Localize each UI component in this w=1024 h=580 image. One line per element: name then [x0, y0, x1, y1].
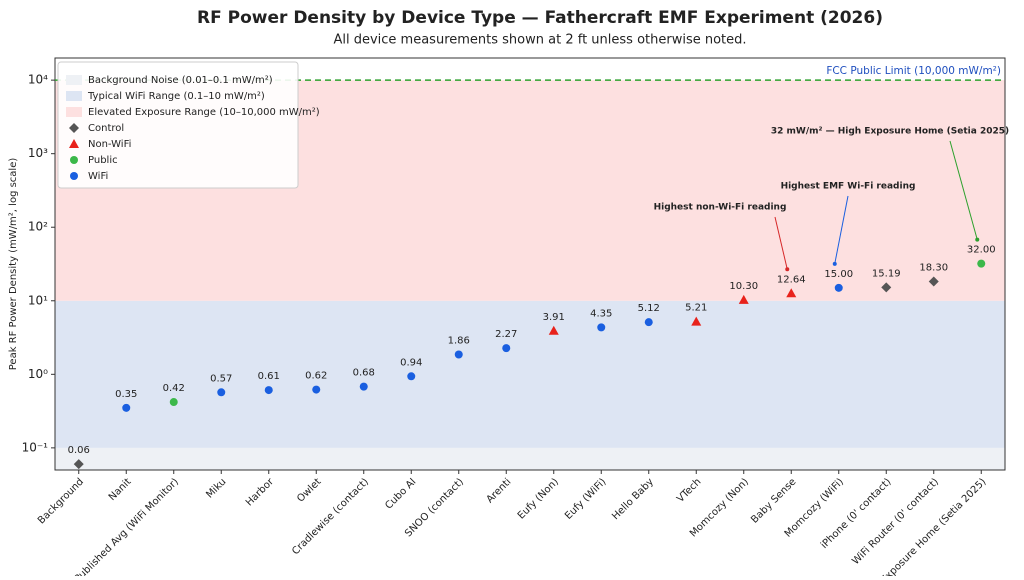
annotation-text: Highest EMF Wi-Fi reading [781, 182, 916, 192]
arrow-head [832, 261, 837, 266]
annotation-text: 32 mW/m² — High Exposure Home (Setia 202… [771, 127, 1009, 137]
annotation-text: Highest non-Wi-Fi reading [654, 203, 787, 213]
value-label: 0.57 [210, 373, 232, 384]
value-label: 10.30 [729, 281, 758, 292]
annotation-arrow [834, 195, 849, 264]
y-tick-label: 10¹ [28, 293, 48, 307]
value-label: 0.68 [353, 368, 375, 379]
value-label: 5.21 [685, 303, 707, 314]
y-tick-label: 10³ [28, 146, 48, 160]
value-label: 15.19 [872, 268, 901, 279]
x-tick-label: Background [36, 476, 86, 526]
chart-subtitle: All device measurements shown at 2 ft un… [333, 33, 746, 48]
x-tick-label: Harbor [244, 476, 277, 509]
circle-marker [407, 372, 416, 381]
value-label: 15.00 [824, 269, 853, 280]
x-tick-label: WiFi Router (0' contact) [850, 476, 941, 567]
value-label: 0.06 [68, 445, 90, 456]
triangle-marker [786, 288, 797, 298]
legend-label: Background Noise (0.01–0.1 mW/m²) [88, 75, 273, 86]
y-tick-label: 10⁴ [28, 73, 48, 87]
plot-frame [54, 57, 1006, 471]
legend-label: Public [88, 155, 118, 166]
arrow-head [785, 267, 790, 272]
circle-marker [359, 382, 368, 391]
value-label: 4.35 [590, 308, 612, 319]
value-label: 3.91 [543, 312, 565, 323]
diamond-marker [73, 459, 84, 470]
legend: Background Noise (0.01–0.1 mW/m²) Typical… [57, 61, 320, 189]
diamond-marker [881, 282, 892, 293]
circle-marker [217, 388, 226, 397]
x-tick-label: Miku [204, 476, 228, 500]
circle-marker [502, 344, 511, 353]
circle-marker [312, 385, 321, 394]
circle-marker [169, 398, 178, 407]
value-label: 0.42 [163, 383, 185, 394]
diamond-marker [928, 276, 939, 287]
value-label: 1.86 [448, 335, 470, 346]
annotation-arrow [949, 140, 978, 240]
x-tick-label: Eufy (Non) [516, 476, 561, 521]
circle-marker [122, 403, 131, 412]
legend-label: WiFi [88, 171, 108, 182]
value-label: 5.12 [638, 303, 660, 314]
reference-label: FCC Public Limit (10,000 mW/m²) [826, 65, 1001, 77]
diamond-marker [69, 123, 79, 133]
x-tick-label: Nanit [107, 476, 134, 503]
y-tick-label: 10⁻¹ [22, 440, 49, 454]
value-label: 12.64 [777, 274, 806, 285]
legend-swatch [66, 75, 82, 85]
triangle-marker [548, 325, 559, 335]
triangle-marker [69, 139, 79, 148]
legend-box [57, 61, 299, 189]
value-label: 0.62 [305, 371, 327, 382]
circle-marker [834, 283, 843, 292]
circle-marker [70, 156, 78, 164]
triangle-marker [738, 294, 749, 304]
y-tick-label: 10² [28, 220, 48, 234]
circle-marker [977, 259, 986, 268]
value-label: 18.30 [919, 262, 948, 273]
circle-marker [597, 323, 606, 332]
x-tick-label: Owlet [295, 476, 323, 504]
legend-label: Control [88, 123, 124, 134]
value-label: 2.27 [495, 329, 517, 340]
value-label: 0.35 [115, 389, 137, 400]
legend-label: Typical WiFi Range (0.1–10 mW/m²) [87, 91, 265, 102]
value-label: 0.94 [400, 357, 422, 368]
chart-title: RF Power Density by Device Type — Father… [197, 8, 883, 28]
arrow-head [975, 237, 980, 242]
legend-swatch [66, 107, 82, 117]
circle-marker [70, 172, 78, 180]
legend-swatch [66, 91, 82, 101]
triangle-marker [691, 316, 702, 326]
y-tick-label: 10⁰ [28, 367, 48, 381]
circle-marker [264, 386, 273, 395]
x-tick-label: Arenti [485, 476, 514, 505]
x-tick-label: Cubo AI [383, 476, 418, 511]
y-axis-label: Peak RF Power Density (mW/m², log scale) [8, 158, 19, 371]
range-band [55, 300, 1005, 448]
x-tick-label: Eufy (WiFi) [563, 476, 608, 521]
x-tick-label: VTech [675, 476, 703, 504]
value-label: 0.61 [258, 371, 280, 382]
value-label: 32.00 [967, 245, 996, 256]
legend-label: Elevated Exposure Range (10–10,000 mW/m²… [88, 107, 320, 118]
legend-label: Non-WiFi [88, 139, 131, 150]
x-tick-label: Published Avg (WiFi Monitor) [73, 476, 181, 576]
x-tick-label: Hello Baby [610, 476, 656, 522]
x-tick-label: Baby Sense [749, 476, 798, 525]
circle-marker [644, 318, 653, 327]
circle-marker [454, 350, 463, 359]
range-band [55, 447, 1005, 470]
annotation-arrow [774, 216, 788, 270]
